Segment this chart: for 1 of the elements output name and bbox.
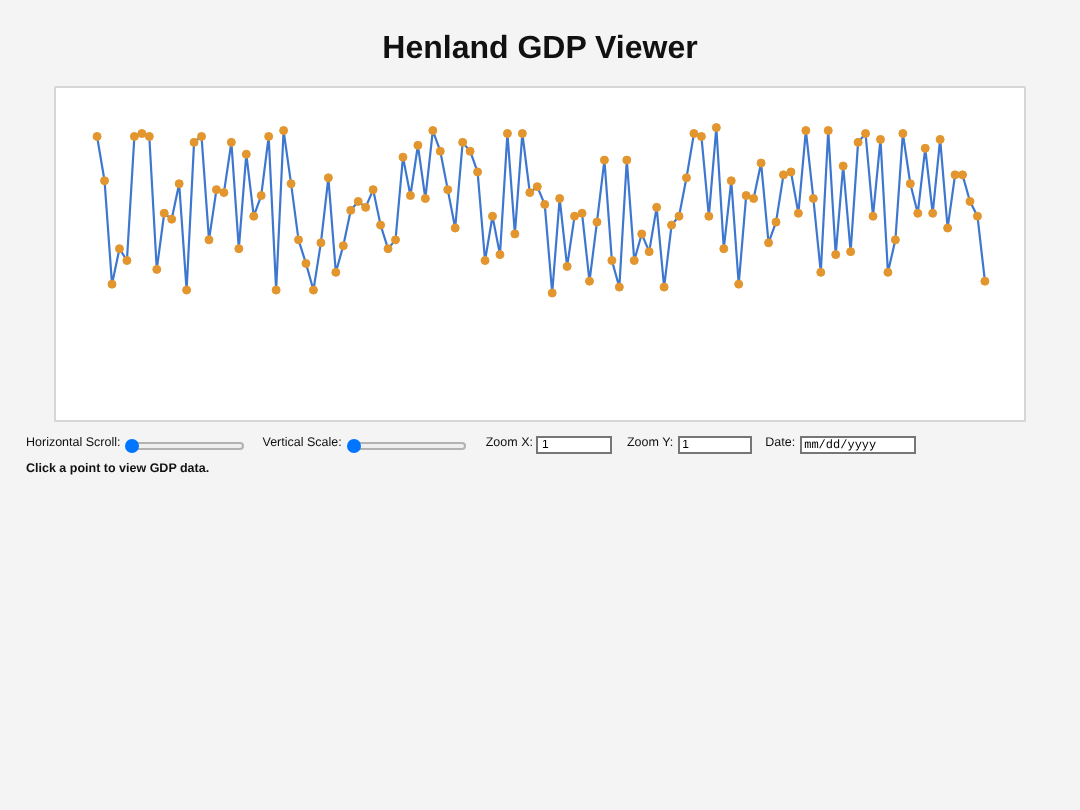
chart-title: Henland GDP Viewer [382,32,698,66]
